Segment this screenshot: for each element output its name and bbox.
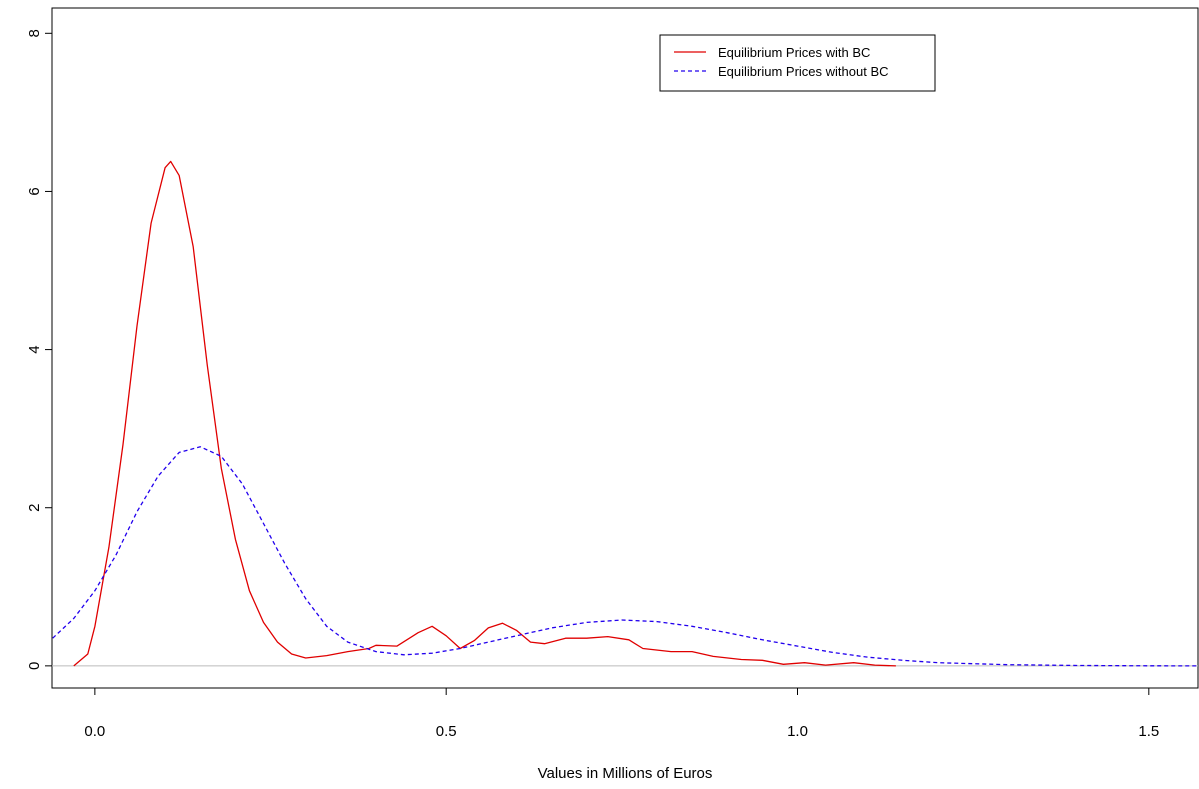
x-tick-label: 1.0 xyxy=(787,723,808,740)
y-tick-label: 0 xyxy=(26,662,43,670)
y-tick-label: 6 xyxy=(26,187,43,195)
y-tick-label: 4 xyxy=(26,345,43,353)
series-line xyxy=(52,446,1199,667)
y-tick-label: 2 xyxy=(26,504,43,512)
legend-box xyxy=(659,34,936,92)
x-tick-label: 0.5 xyxy=(436,723,457,740)
plot-frame xyxy=(51,7,1199,689)
legend-label: Equilibrium Prices without BC xyxy=(718,64,889,79)
x-tick-label: 1.5 xyxy=(1138,723,1159,740)
x-tick-label: 0.0 xyxy=(84,723,105,740)
legend-label: Equilibrium Prices with BC xyxy=(718,45,870,60)
x-axis-label: Values in Millions of Euros xyxy=(538,765,713,782)
y-tick-label: 8 xyxy=(26,29,43,37)
series-line xyxy=(73,160,896,667)
